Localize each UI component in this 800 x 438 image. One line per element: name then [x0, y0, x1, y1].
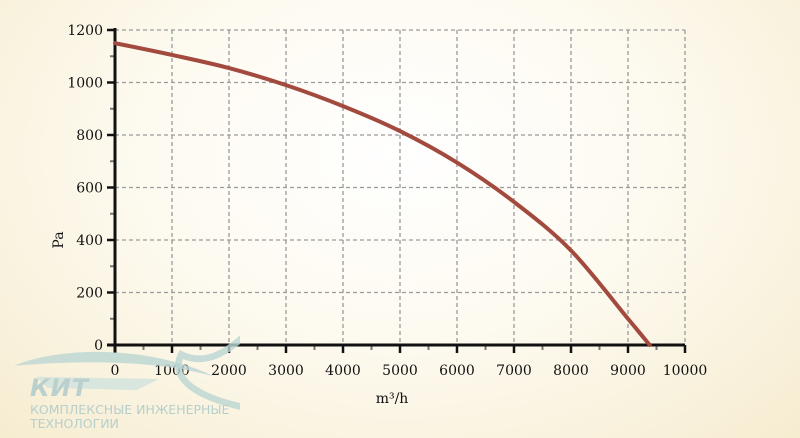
y-tick-label: 1000 — [67, 76, 103, 92]
tick-labels: 0 1000 2000 3000 4000 5000 6000 7000 8000 9000 100… — [67, 23, 707, 379]
series-line-pressure — [113, 41, 652, 347]
x-tick-label: 8000 — [553, 363, 589, 379]
y-axis-label: Pa — [51, 231, 67, 248]
x-tick-label: 4000 — [325, 363, 361, 379]
axes — [107, 28, 687, 353]
x-tick-label: 0 — [111, 363, 120, 379]
x-tick-label: 5000 — [382, 363, 418, 379]
y-tick-label: 800 — [76, 128, 103, 144]
y-tick-label: 1200 — [67, 23, 103, 39]
x-tick-label: 7000 — [496, 363, 532, 379]
y-tick-label: 200 — [76, 286, 103, 302]
logo-title: КИТ — [30, 374, 90, 402]
y-tick-label: 0 — [94, 338, 103, 354]
x-axis-label: m³/h — [376, 391, 409, 407]
y-tick-label: 600 — [76, 181, 103, 197]
x-tick-label: 6000 — [439, 363, 475, 379]
logo-subtitle: КОМПЛЕКСНЫЕ ИНЖЕНЕРНЫЕ ТЕХНОЛОГИИ — [30, 402, 230, 431]
y-tick-label: 400 — [76, 233, 103, 249]
logo-swoosh-icon — [14, 335, 240, 410]
series — [113, 41, 652, 347]
grid — [115, 29, 686, 345]
x-tick-label: 9000 — [610, 363, 646, 379]
x-tick-label: 3000 — [268, 363, 304, 379]
x-tick-label: 10000 — [663, 363, 708, 379]
x-tick-label: 2000 — [211, 363, 247, 379]
